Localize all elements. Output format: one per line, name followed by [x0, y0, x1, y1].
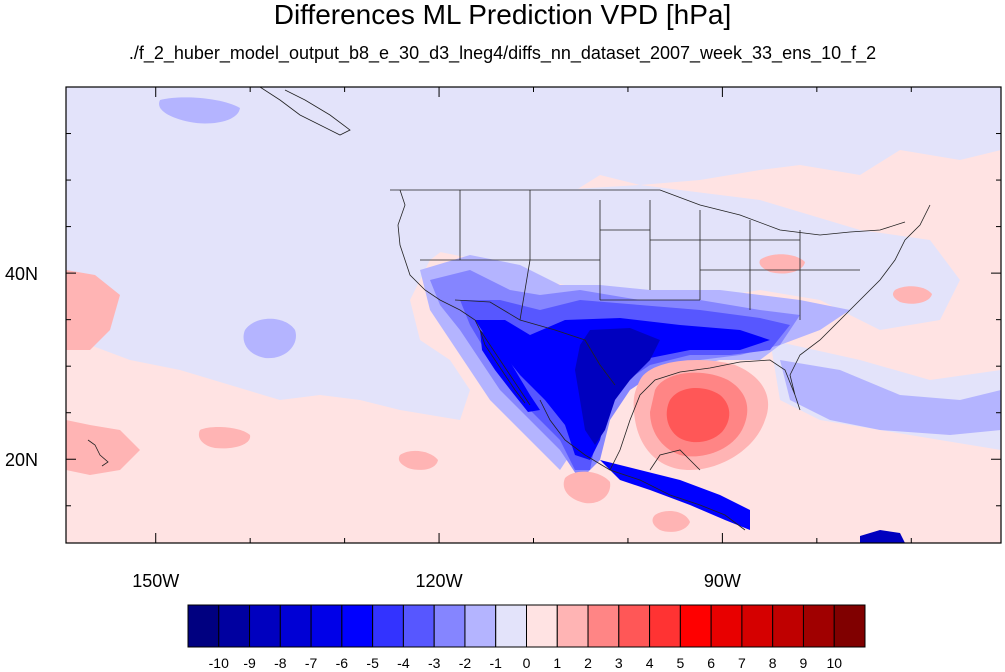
colorbar-box [802, 604, 835, 648]
colorbar-label: 7 [738, 655, 746, 671]
colorbar-label: 2 [584, 655, 592, 671]
field-light-red-west [66, 270, 120, 350]
field-light-red-patch5 [652, 510, 690, 532]
coastline-gulf [609, 204, 931, 471]
colorbar-box [187, 604, 220, 648]
colorbar-label: -8 [274, 655, 287, 671]
colorbar-label: -5 [366, 655, 379, 671]
field-neg-north [66, 87, 1001, 420]
coastline-hawaii [87, 439, 109, 467]
colorbar-label: 1 [553, 655, 561, 671]
colorbar-label: 5 [676, 655, 684, 671]
field-strong-blue-central-am [600, 460, 750, 530]
colorbar-label: 4 [646, 655, 654, 671]
field-strong-blue-baja [480, 330, 540, 412]
colorbar-box [618, 604, 651, 648]
colorbar-box [772, 604, 804, 648]
lat-tick-label: 20N [5, 450, 38, 470]
colorbar-box [279, 604, 312, 648]
field-light-red-patch3 [759, 254, 805, 274]
colorbar-box [218, 604, 251, 648]
boundary-state-lines [420, 190, 860, 321]
colorbar-box [833, 604, 866, 648]
boundary-us-mexico [454, 299, 616, 386]
field-strong-blue-core [475, 318, 770, 460]
map-subtitle: ./f_2_huber_model_output_b8_e_30_d3_lneg… [128, 43, 877, 63]
colorbar-box [433, 604, 466, 648]
field-light-red-patch4 [892, 286, 932, 304]
coastline-west-us [397, 189, 531, 406]
colorbar-label: -9 [243, 655, 256, 671]
map-field [66, 87, 1001, 543]
colorbar-label: -2 [459, 655, 472, 671]
field-light-blue-east-ocean [780, 360, 1001, 435]
colorbar-label: -1 [490, 655, 503, 671]
map-ticks: 150W 120W 90W 40N 20N [5, 86, 1001, 591]
lon-tick-label: 150W [132, 571, 179, 591]
lon-tick-label: 90W [704, 571, 741, 591]
colorbar-label: 10 [826, 655, 842, 671]
colorbar-box [249, 604, 281, 648]
colorbar-box [310, 604, 343, 648]
lat-tick-label: 40N [5, 264, 38, 284]
coastlines [87, 87, 931, 531]
colorbar-box [587, 604, 620, 648]
field-light-blue-patch-pacific [243, 318, 296, 359]
colorbar-label: -6 [336, 655, 349, 671]
field-light-red-patch1 [198, 427, 251, 449]
lon-tick-label: 120W [416, 571, 463, 591]
colorbar-label: -4 [397, 655, 410, 671]
colorbar-labels: -10 -9 -8 -7 -6 -5 -4 -3 -2 -1 0 1 2 3 4 5 6 7 8 9 10 [209, 655, 843, 671]
colorbar-box [341, 604, 374, 648]
colorbar-label: 8 [769, 655, 777, 671]
field-light-red-hawaii [66, 420, 140, 475]
colorbar-box [679, 604, 712, 648]
coastline-mexico-pacific [539, 399, 746, 531]
coastline-baja [479, 329, 526, 404]
colorbar-box [741, 604, 774, 648]
colorbar-label: -3 [428, 655, 441, 671]
colorbar-label: 0 [523, 655, 531, 671]
field-light-blue-north [159, 97, 240, 124]
colorbar-box [556, 604, 589, 648]
colorbar-box [495, 604, 527, 648]
colorbar-box [649, 604, 681, 648]
colorbar-label: 3 [615, 655, 623, 671]
field-dark-blue-south [860, 530, 905, 543]
colorbar-label: 9 [800, 655, 808, 671]
coastline-alaska [259, 87, 351, 136]
colorbar-boxes [187, 604, 866, 648]
colorbar-box [464, 604, 497, 648]
colorbar-box [372, 604, 404, 648]
colorbar-box [710, 604, 743, 648]
colorbar-box [526, 604, 558, 648]
colorbar-label: 6 [707, 655, 715, 671]
field-dark-blue-core [575, 328, 660, 445]
colorbar-label: -7 [305, 655, 318, 671]
field-light-red-patch2 [398, 450, 438, 470]
field-neg-land [390, 185, 960, 330]
colorbar-label: -10 [209, 655, 229, 671]
map-title: Differences ML Prediction VPD [hPa] [273, 0, 732, 30]
field-light-red-east-pac [563, 471, 611, 504]
coastline-yucatan [649, 449, 701, 471]
field-red-gulf [666, 388, 730, 443]
colorbar-box [402, 604, 435, 648]
